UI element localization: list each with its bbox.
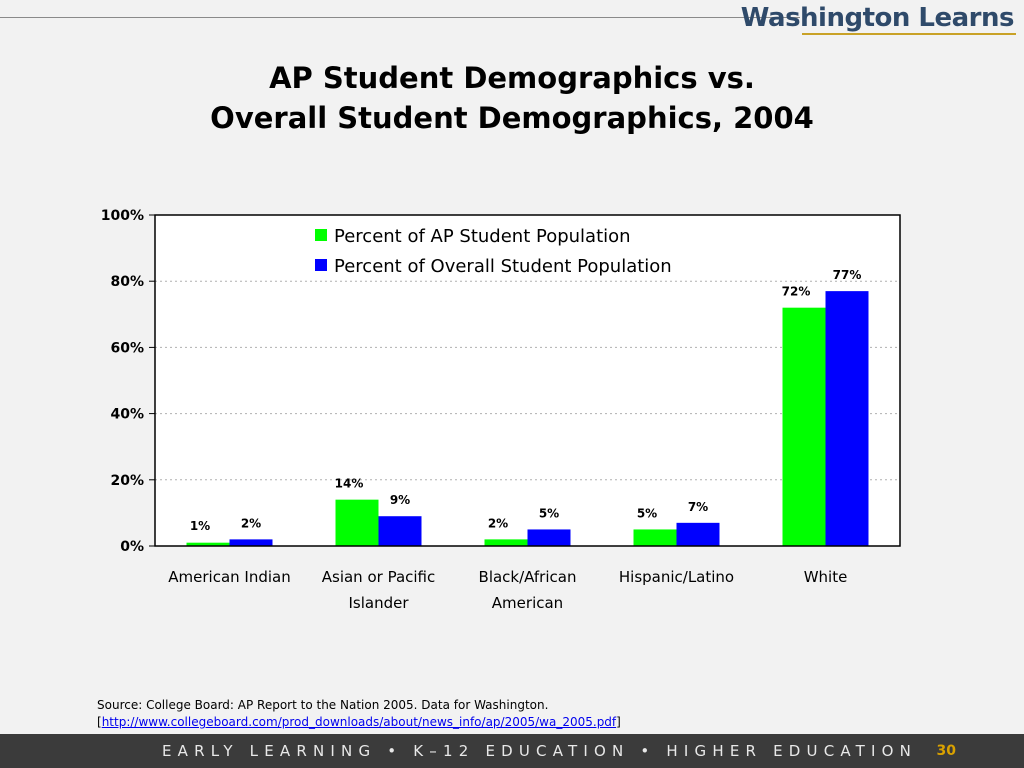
footer-bar: EARLY LEARNING • K–12 EDUCATION • HIGHER… <box>0 734 1024 768</box>
bar-ap <box>186 542 230 546</box>
bar-overall <box>825 291 869 546</box>
y-tick-label: 60% <box>110 340 144 356</box>
x-category-label: White <box>804 568 848 586</box>
bar-overall <box>378 516 422 546</box>
bracket-open: [ <box>97 715 102 729</box>
bar-overall <box>676 522 720 546</box>
brand-logo: Washington Learns <box>740 3 1015 33</box>
x-category-label: Black/African <box>479 568 577 586</box>
bar-overall <box>229 539 273 546</box>
data-label: 1% <box>190 519 210 533</box>
x-category-label: Hispanic/Latino <box>619 568 734 586</box>
y-tick-label: 100% <box>101 208 144 224</box>
bar-ap <box>335 499 379 546</box>
data-label: 2% <box>241 516 261 530</box>
data-label: 5% <box>539 506 559 520</box>
title-line-2: Overall Student Demographics, 2004 <box>210 101 814 135</box>
footer-text: EARLY LEARNING • K–12 EDUCATION • HIGHER… <box>162 742 918 760</box>
title-line-1: AP Student Demographics vs. <box>269 61 755 95</box>
x-category-label: Islander <box>348 594 409 612</box>
source-link-line: [http://www.collegeboard.com/prod_downlo… <box>97 714 621 731</box>
bracket-close: ] <box>616 715 621 729</box>
page-title: AP Student Demographics vs. Overall Stud… <box>0 58 1024 138</box>
legend-swatch <box>315 259 327 271</box>
brand-underline <box>802 33 1016 35</box>
y-tick-label: 0% <box>120 539 144 555</box>
page-number: 30 <box>936 743 956 759</box>
x-category-label: Asian or Pacific <box>322 568 436 586</box>
bar-ap <box>484 539 528 546</box>
y-tick-label: 20% <box>110 473 144 489</box>
data-label: 2% <box>488 516 508 530</box>
data-label: 9% <box>390 493 410 507</box>
source-link[interactable]: http://www.collegeboard.com/prod_downloa… <box>101 715 617 729</box>
bar-ap <box>633 529 677 546</box>
data-label: 14% <box>335 477 364 491</box>
plot-frame <box>154 214 901 547</box>
bar-chart: 0% 20% 40% 60% 80% 100% 1% 2% American Indian 14%… <box>101 208 901 612</box>
y-tick-label: 40% <box>110 407 144 423</box>
legend-swatch <box>315 229 327 241</box>
source-note: Source: College Board: AP Report to the … <box>97 697 621 731</box>
data-label: 5% <box>637 506 657 520</box>
bar-overall <box>527 529 571 546</box>
source-text: Source: College Board: AP Report to the … <box>97 698 549 712</box>
legend-label: Percent of Overall Student Population <box>334 256 672 277</box>
x-category-label: American <box>492 594 563 612</box>
legend-label: Percent of AP Student Population <box>334 226 631 247</box>
plot-area <box>155 215 900 546</box>
bar-ap <box>782 307 826 546</box>
x-category-label: American Indian <box>168 568 290 586</box>
data-label: 7% <box>688 500 708 514</box>
y-tick-label: 80% <box>110 274 144 290</box>
header-rule <box>0 17 800 18</box>
data-label: 77% <box>833 268 862 282</box>
data-label: 72% <box>782 285 811 299</box>
